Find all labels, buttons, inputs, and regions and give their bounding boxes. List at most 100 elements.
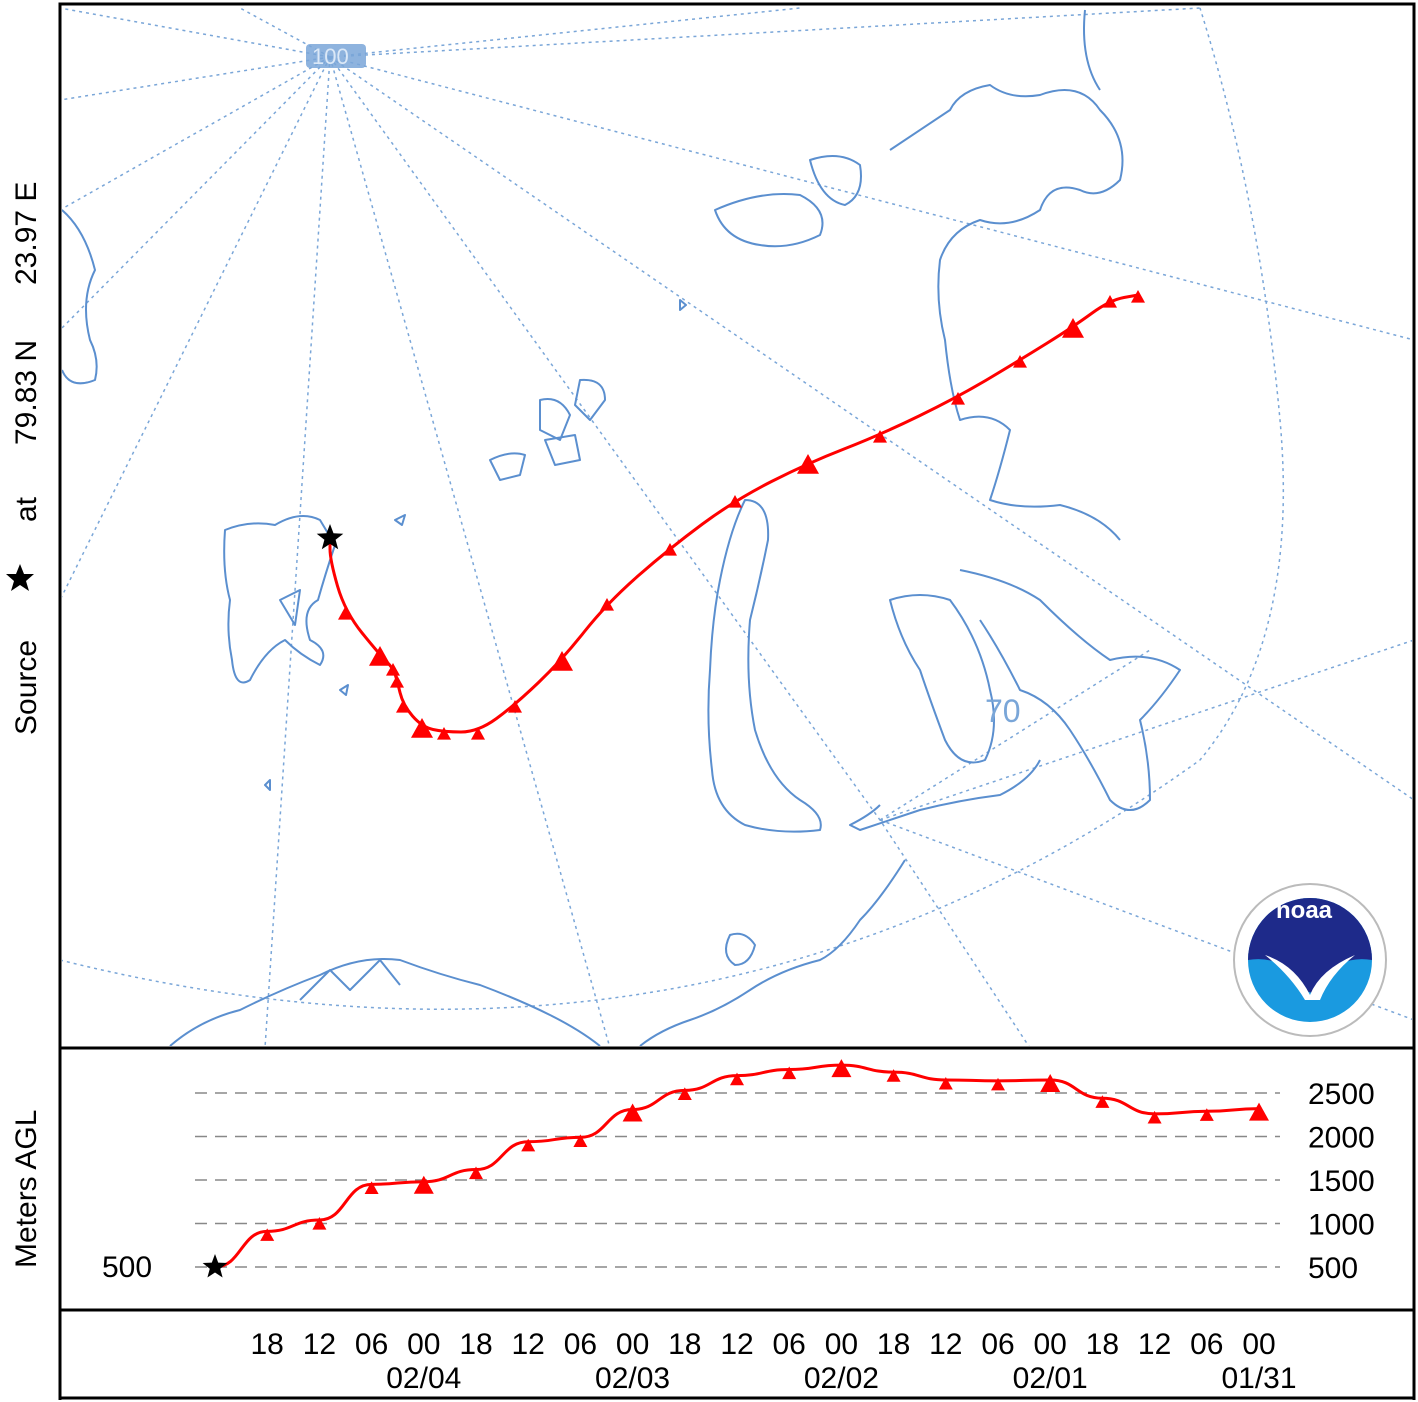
height-point [469, 1166, 483, 1180]
y-tick-label: 1000 [1308, 1209, 1375, 1242]
noaa-logo-text: noaa [1276, 897, 1333, 924]
x-hour-label: 06 [355, 1328, 388, 1361]
trajectory-track [316, 290, 1145, 740]
at-text: at [10, 496, 43, 522]
height-point [622, 1103, 643, 1122]
x-hour-label: 12 [303, 1328, 336, 1361]
source-text: Source [10, 640, 43, 735]
height-point [991, 1077, 1005, 1091]
x-hour-label: 18 [668, 1328, 701, 1361]
x-hour-label: 00 [1242, 1328, 1275, 1361]
trajectory-point [1062, 318, 1084, 338]
time-axis-labels: 18 12 06 00 18 12 06 00 18 12 06 00 18 12 06 00 18 12 06 00… [251, 1328, 1297, 1395]
trajectory-point [369, 646, 391, 666]
x-hour-label: 12 [929, 1328, 962, 1361]
star-icon [6, 564, 34, 591]
x-date-label: 02/04 [386, 1362, 461, 1395]
contour-label: 70 [985, 693, 1021, 729]
height-point [1199, 1108, 1214, 1121]
pole-label: 100 [312, 44, 349, 69]
trajectory-point [728, 495, 742, 508]
height-point [312, 1217, 327, 1230]
trajectory-point [873, 430, 887, 443]
y-tick-left: 500 [102, 1251, 152, 1284]
trajectory-point [951, 392, 965, 405]
height-point [1147, 1110, 1162, 1124]
x-hour-label: 18 [251, 1328, 284, 1361]
height-series [202, 1059, 1269, 1278]
svalbard-coast [223, 515, 336, 684]
x-hour-label: 00 [616, 1328, 649, 1361]
panel-frames [58, 2, 1416, 1400]
x-hour-label: 00 [825, 1328, 858, 1361]
trajectory-point [411, 718, 433, 738]
trajectory-point [390, 675, 404, 688]
x-date-label: 02/02 [804, 1362, 879, 1395]
x-hour-label: 06 [773, 1328, 806, 1361]
height-point [938, 1076, 953, 1090]
height-point [782, 1066, 797, 1080]
x-hour-label: 06 [1190, 1328, 1223, 1361]
trajectory-point [663, 543, 677, 556]
time-axis-frame [58, 1310, 1416, 1400]
yamal-coast [889, 594, 995, 764]
parallel-grid [62, 7, 1285, 1010]
height-point [364, 1181, 379, 1194]
trajectory-line [328, 293, 1139, 734]
greenland-coast [62, 209, 98, 385]
x-hour-label: 06 [564, 1328, 597, 1361]
x-date-label: 02/01 [1013, 1362, 1088, 1395]
meridian-grid [62, 7, 1412, 1046]
y-tick-label: 500 [1308, 1252, 1358, 1285]
map-panel-frame [58, 2, 1416, 1050]
mainland-coast [849, 759, 1041, 831]
scandinavia-coast [169, 958, 601, 1046]
x-hour-label: 06 [981, 1328, 1014, 1361]
height-point [1249, 1102, 1269, 1121]
y-tick-label: 2000 [1308, 1122, 1375, 1155]
height-point [1095, 1095, 1110, 1108]
x-date-label: 02/03 [595, 1362, 670, 1395]
source-label: Source at 79.83 N 23.97 E [6, 182, 43, 735]
map-panel: 70 100 noaa [62, 7, 1412, 1046]
height-point [831, 1059, 852, 1078]
source-lon: 23.97 E [10, 182, 43, 285]
x-date-label: 01/31 [1221, 1362, 1296, 1395]
coastlines [62, 9, 1181, 1046]
height-point [413, 1175, 434, 1194]
height-panel-frame [58, 1046, 1416, 1312]
y-tick-label: 1500 [1308, 1165, 1375, 1198]
x-hour-label: 12 [720, 1328, 753, 1361]
trajectory-point [386, 663, 400, 676]
height-point [260, 1228, 275, 1241]
x-hour-label: 00 [1034, 1328, 1067, 1361]
x-hour-label: 00 [407, 1328, 440, 1361]
trajectory-start-star [316, 524, 344, 550]
y-axis-label: Meters AGL [10, 1110, 43, 1268]
height-point [677, 1087, 692, 1100]
height-point [886, 1069, 901, 1082]
height-start-star [202, 1254, 228, 1278]
novaya-zemlya [707, 499, 822, 833]
trajectory-point [600, 598, 614, 611]
franz-josef-land [489, 378, 606, 481]
x-hour-label: 18 [459, 1328, 492, 1361]
height-point [730, 1072, 744, 1086]
pole-marker: 100 [306, 44, 366, 69]
trajectory-point [1131, 290, 1145, 303]
height-panel: Meters AGL 2500 2000 1500 1000 500 500 [10, 1059, 1375, 1285]
y-tick-label: 2500 [1308, 1078, 1375, 1111]
trajectory-point [508, 700, 522, 713]
noaa-logo: noaa [1233, 883, 1387, 1037]
height-point [573, 1134, 588, 1147]
trajectory-point [1103, 295, 1117, 308]
x-hour-label: 12 [512, 1328, 545, 1361]
x-hour-label: 12 [1138, 1328, 1171, 1361]
trajectory-point [437, 727, 451, 740]
trajectory-point [1013, 355, 1027, 368]
x-hour-label: 18 [1086, 1328, 1119, 1361]
height-point [521, 1138, 536, 1152]
height-point [1040, 1073, 1061, 1092]
trajectory-point [471, 727, 485, 740]
